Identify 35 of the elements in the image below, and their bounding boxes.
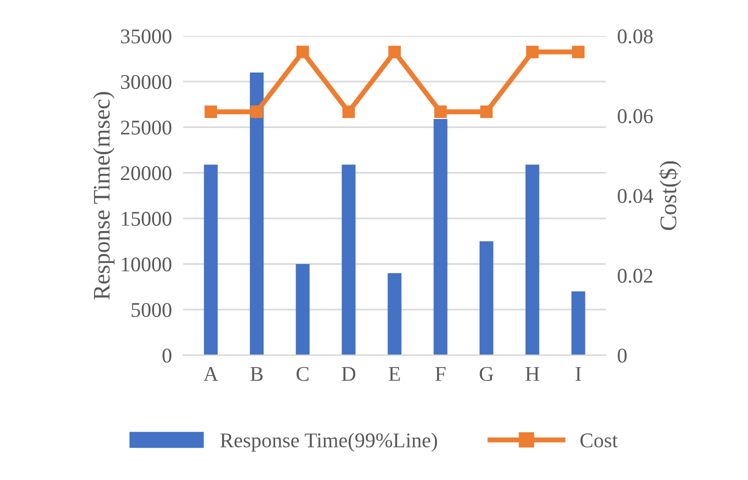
bar bbox=[434, 118, 448, 356]
y2-tick-label: 0 bbox=[618, 348, 627, 363]
bar bbox=[250, 72, 264, 356]
y-tick-label: 10000 bbox=[122, 257, 172, 272]
y-tick-label: 35000 bbox=[121, 29, 172, 44]
legend-label: Response Time(99%Line) bbox=[220, 432, 438, 452]
y-tick-label: 25000 bbox=[120, 120, 172, 135]
y2-tick-label: 0.04 bbox=[618, 188, 654, 204]
bar bbox=[480, 241, 494, 356]
bar bbox=[388, 273, 402, 356]
y-tick-label: 20000 bbox=[120, 166, 172, 180]
y-tick-label: 15000 bbox=[122, 212, 172, 226]
x-tick-label: E bbox=[388, 367, 400, 381]
x-tick-label: G bbox=[480, 366, 494, 381]
y2-tick-label: 0.06 bbox=[618, 109, 653, 124]
y2-tick-label: 0.02 bbox=[618, 268, 652, 283]
bar bbox=[342, 164, 356, 356]
bar bbox=[571, 291, 586, 356]
y-tick-label: 30000 bbox=[121, 74, 172, 90]
y2-axis-title: Cost($) bbox=[659, 161, 682, 230]
x-tick-label: D bbox=[342, 367, 356, 381]
x-tick-label: A bbox=[204, 367, 218, 381]
bar bbox=[525, 164, 540, 356]
x-tick-label: B bbox=[250, 367, 263, 381]
y-tick-label: 0 bbox=[162, 348, 172, 363]
y-axis-title: Response Time(msec) bbox=[93, 92, 115, 300]
x-tick-label: C bbox=[296, 366, 308, 381]
y-tick-label: 5000 bbox=[132, 302, 172, 318]
bar bbox=[296, 264, 310, 356]
bar bbox=[204, 164, 218, 356]
x-tick-label: I bbox=[576, 367, 582, 381]
legend-label: Cost bbox=[580, 433, 618, 448]
x-tick-label: H bbox=[525, 367, 540, 381]
y2-tick-label: 0.08 bbox=[618, 29, 653, 44]
x-tick-label: F bbox=[435, 367, 446, 381]
